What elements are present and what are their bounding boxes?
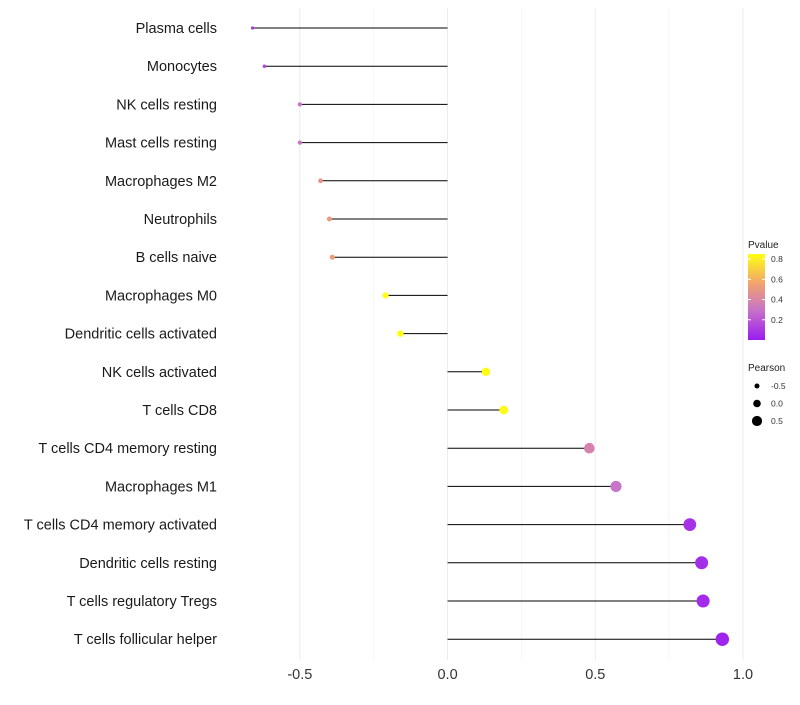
category-label: Macrophages M2 xyxy=(105,174,217,190)
pvalue-legend-label: 0.2 xyxy=(771,315,783,325)
x-tick-label: 0.0 xyxy=(437,667,457,683)
pvalue-legend-label: 0.6 xyxy=(771,274,783,284)
category-label: Mast cells resting xyxy=(105,136,217,152)
lollipop-point xyxy=(397,330,404,337)
stem-layer xyxy=(252,27,723,640)
pvalue-legend-label: 0.4 xyxy=(771,295,783,305)
lollipop-point xyxy=(318,178,323,184)
pearson-legend-label: 0.5 xyxy=(771,416,783,426)
lollipop-point xyxy=(695,556,709,570)
category-label: T cells follicular helper xyxy=(74,632,217,648)
lollipop-point xyxy=(481,367,491,376)
lollipop-point xyxy=(696,594,710,608)
category-label: T cells CD4 memory activated xyxy=(24,518,217,534)
pearson-legend-label: 0.0 xyxy=(771,399,783,409)
lollipop-point xyxy=(610,480,622,492)
category-label: T cells CD4 memory resting xyxy=(38,441,217,457)
lollipop-point xyxy=(683,518,697,531)
category-labels: Plasma cells Monocytes NK cells resting Mas… xyxy=(24,21,217,648)
category-label: Plasma cells xyxy=(136,21,217,37)
lollipop-point xyxy=(715,632,730,646)
lollipop-point xyxy=(262,64,267,68)
grid-layer xyxy=(299,8,744,660)
lollipop-point xyxy=(297,140,302,145)
category-label: Macrophages M1 xyxy=(105,479,217,495)
pvalue-colorbar xyxy=(748,254,765,340)
category-label: T cells regulatory Tregs xyxy=(67,594,217,610)
category-label: Dendritic cells resting xyxy=(79,556,217,572)
x-axis-ticks: -0.5 0.0 0.5 1.0 xyxy=(287,667,753,683)
pearson-legend-label: -0.5 xyxy=(771,381,786,391)
lollipop-point xyxy=(382,292,389,299)
lollipop-point xyxy=(297,102,302,107)
pearson-legend: Pearson -0.5 0.0 0.5 xyxy=(748,363,786,427)
lollipop-point xyxy=(250,26,255,30)
lollipop-point xyxy=(499,405,509,415)
category-label: Dendritic cells activated xyxy=(65,327,217,343)
category-label: Neutrophils xyxy=(144,212,217,228)
x-tick-label: 0.5 xyxy=(585,667,605,683)
lollipop-point xyxy=(329,254,335,260)
category-label: B cells naive xyxy=(136,250,217,266)
category-label: NK cells resting xyxy=(116,97,217,113)
pearson-legend-dot xyxy=(751,415,763,427)
lollipop-point xyxy=(584,442,595,454)
point-layer xyxy=(250,26,730,646)
x-tick-label: -0.5 xyxy=(287,667,312,683)
lollipop-point xyxy=(326,216,332,222)
x-tick-label: 1.0 xyxy=(733,667,753,683)
category-label: NK cells activated xyxy=(102,365,217,381)
pvalue-legend-title: Pvalue xyxy=(748,240,779,251)
category-label: Monocytes xyxy=(147,59,217,75)
pvalue-legend: Pvalue 0.8 0.6 0.4 0.2 xyxy=(748,240,783,340)
pvalue-legend-label: 0.8 xyxy=(771,254,783,264)
pearson-legend-dot xyxy=(753,399,761,408)
pearson-legend-dot xyxy=(754,383,760,389)
category-label: T cells CD8 xyxy=(142,403,217,419)
category-label: Macrophages M0 xyxy=(105,288,217,304)
pearson-legend-title: Pearson xyxy=(748,363,785,374)
